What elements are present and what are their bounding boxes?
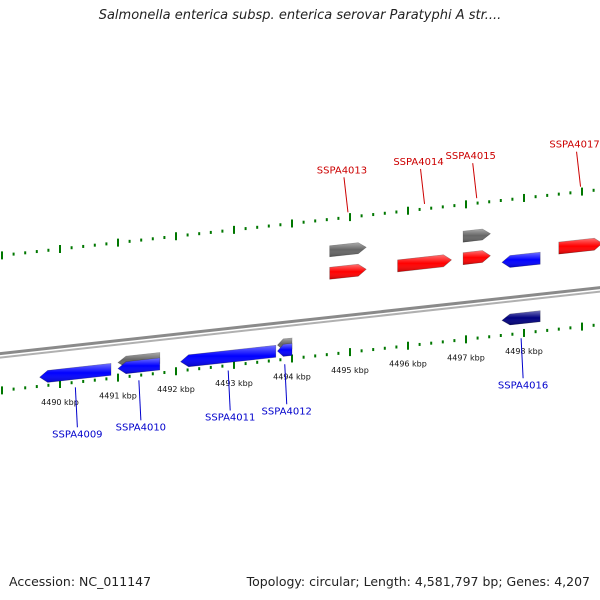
backbone-line	[0, 290, 600, 359]
scale-tick-label: 4495 kbp	[331, 366, 369, 375]
gene-arrow-sspa4017-shade	[558, 238, 600, 255]
gene-label-leader	[420, 168, 426, 204]
gene-arrow-sspa4016-shade	[502, 252, 541, 268]
feature-block-shade	[502, 310, 541, 325]
gene-arrow-sspa4014-shade	[397, 254, 452, 272]
gene-label: SSPA4016	[498, 380, 548, 391]
scale-tick-label: 4497 kbp	[447, 353, 485, 362]
gene-label-leader	[284, 364, 288, 405]
gene-label-leader	[576, 151, 582, 187]
gene-label: SSPA4009	[52, 429, 102, 440]
page-title: Salmonella enterica subsp. enterica sero…	[98, 8, 502, 23]
gene-label-leader	[472, 163, 478, 199]
scale-tick-label: 4498 kbp	[505, 347, 543, 356]
gene-layer	[39, 237, 600, 383]
tick-layer	[1, 187, 595, 395]
backbone-layer	[0, 286, 600, 359]
gene-arrow-sspa4011-shade	[180, 345, 276, 367]
gene-label: SSPA4010	[116, 422, 166, 433]
accession-text: Accession: NC_011147	[9, 574, 152, 589]
scale-tick-label: 4496 kbp	[389, 360, 427, 369]
gene-label-leader	[227, 370, 231, 411]
gene-arrow-sspa4012-shade	[277, 343, 292, 357]
gene-label: SSPA4015	[446, 151, 496, 162]
scale-tick-label: 4494 kbp	[273, 372, 311, 381]
gene-arrow-sspa4009-shade	[39, 363, 112, 383]
scale-tick-label: 4493 kbp	[215, 379, 253, 388]
gene-arrow-sspa4013-shade	[329, 264, 367, 280]
gene-label: SSPA4014	[393, 157, 443, 168]
gene-label-leader	[520, 338, 524, 379]
gene-label: SSPA4017	[549, 140, 599, 151]
gene-label-leader	[343, 177, 349, 213]
gene-label: SSPA4012	[262, 406, 312, 417]
gene-arrow-sspa4010-shade	[118, 358, 160, 374]
gene-label: SSPA4011	[205, 412, 255, 423]
gene-arrow-sspa4015-shade	[463, 250, 491, 265]
backbone-line	[0, 286, 600, 356]
scale-tick-label: 4491 kbp	[99, 392, 137, 401]
feature-block-shade	[463, 229, 491, 243]
gene-label-leader	[74, 387, 78, 428]
scale-tick-label: 4490 kbp	[41, 398, 79, 407]
feature-block-shade	[329, 242, 367, 257]
genome-summary-text: Topology: circular; Length: 4,581,797 bp…	[246, 574, 590, 589]
gene-label-leader	[138, 380, 142, 421]
gene-label: SSPA4013	[317, 165, 367, 176]
scale-tick-label: 4492 kbp	[157, 385, 195, 394]
label-layer: 4490 kbp 4491 kbp 4492 kbp 4493 kbp 4494 kbp…	[41, 140, 600, 441]
